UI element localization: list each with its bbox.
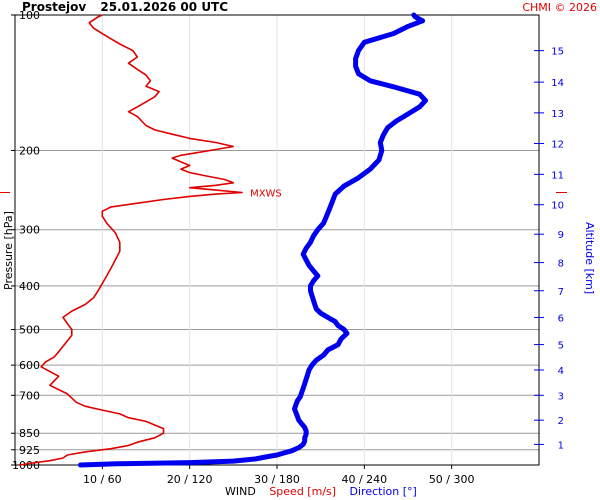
pressure-tick-label-500: 500 — [19, 324, 40, 337]
altitude-tick-label-12: 12 — [551, 140, 564, 151]
pressure-tick-labels: 100 200 300 400 500 600 700 850 925 1000 — [11, 9, 40, 472]
altitude-tick-label-15: 15 — [551, 47, 564, 58]
mxws-label: MXWS — [250, 189, 282, 200]
x-tick-label-1: 20 / 120 — [167, 473, 213, 486]
x-tick-label-0: 10 / 60 — [83, 473, 122, 486]
pressure-tick-label-600: 600 — [19, 359, 40, 372]
pressure-axis-title: Pressure [hPa] — [2, 211, 15, 290]
altitude-tick-label-6: 6 — [558, 313, 564, 324]
altitude-tick-label-3: 3 — [558, 391, 564, 402]
altitude-tick-label-1: 1 — [558, 440, 564, 451]
x-tick-labels: 10 / 60 20 / 120 30 / 180 40 / 240 50 / 300 — [83, 465, 475, 486]
altitude-axis-title: Altitude [km] — [583, 222, 596, 295]
altitude-tick-label-14: 14 — [551, 78, 564, 89]
copyright-text: CHMI © 2026 — [522, 1, 597, 14]
series-group — [19, 12, 428, 468]
altitude-tick-label-9: 9 — [558, 230, 564, 241]
pressure-tick-label-100: 100 — [19, 9, 40, 22]
station-name: Prostejov — [22, 0, 87, 14]
sounding-datetime: 25.01.2026 00 UTC — [100, 0, 229, 14]
pressure-tick-label-400: 400 — [19, 280, 40, 293]
pressure-tick-label-850: 850 — [19, 427, 40, 440]
x-tick-label-3: 40 / 240 — [341, 473, 387, 486]
direction-series-line — [78, 12, 428, 468]
pressure-tick-label-1000: 1000 — [12, 459, 40, 472]
x-tick-label-4: 50 / 300 — [429, 473, 475, 486]
pressure-tick-label-200: 200 — [19, 144, 40, 157]
altitude-tick-label-2: 2 — [558, 416, 564, 427]
altitude-tick-label-7: 7 — [558, 287, 564, 298]
footer-direction-label: Direction [°] — [349, 485, 417, 498]
footer-wind-label: WIND — [225, 485, 256, 498]
altitude-tick-label-10: 10 — [551, 201, 564, 212]
altitude-tick-label-4: 4 — [558, 366, 564, 377]
altitude-tick-label-13: 13 — [551, 109, 564, 120]
footer-legend: WIND Speed [m/s] Direction [°] — [225, 485, 417, 498]
altitude-tick-label-8: 8 — [558, 259, 564, 270]
altitude-tick-label-11: 11 — [551, 170, 564, 181]
pressure-tick-label-700: 700 — [19, 389, 40, 402]
pressure-tick-label-300: 300 — [19, 224, 40, 237]
x-tick-label-2: 30 / 180 — [254, 473, 300, 486]
speed-series-line — [19, 14, 243, 466]
chart-header: Prostejov 25.01.2026 00 UTC — [22, 0, 238, 14]
altitude-tick-label-5: 5 — [558, 341, 564, 352]
footer-speed-label: Speed [m/s] — [269, 485, 337, 498]
pressure-tick-label-925: 925 — [19, 444, 40, 457]
annotation-group: MXWS — [0, 189, 567, 200]
